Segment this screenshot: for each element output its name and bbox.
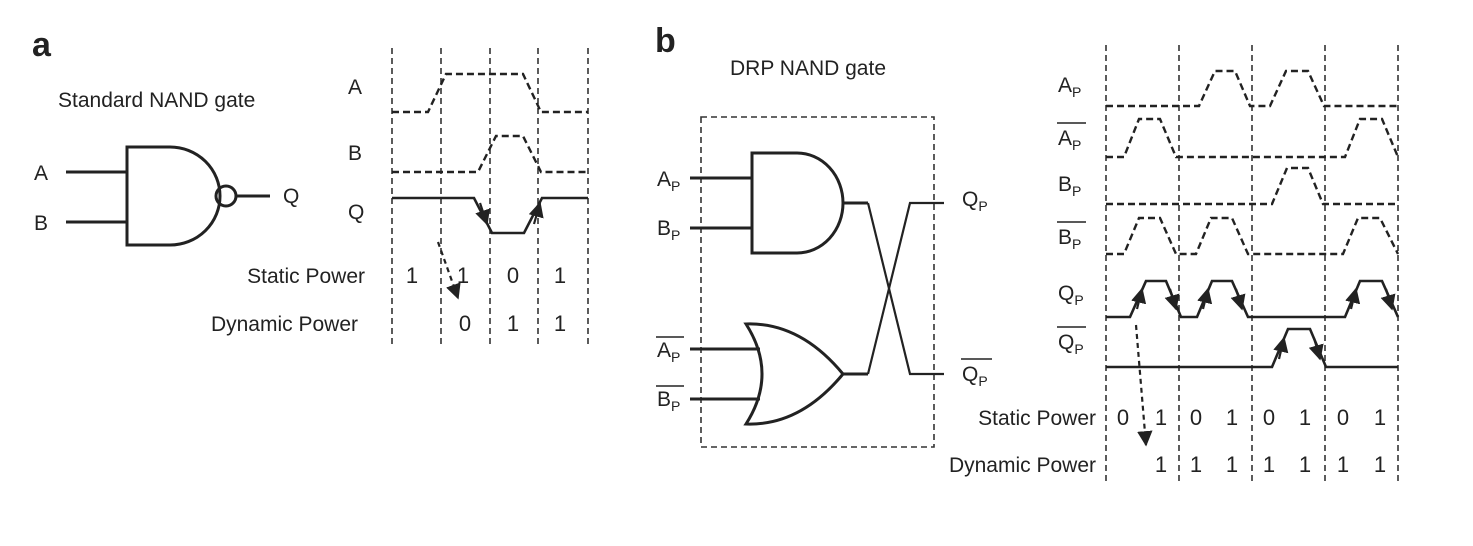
wave-ap bbox=[1106, 69, 1398, 108]
input-bp-label: BP bbox=[657, 217, 680, 243]
input-apbar-label: AP bbox=[657, 339, 680, 365]
output-qpbar-label: QP bbox=[962, 363, 988, 389]
transition-arrow-b bbox=[1134, 324, 1153, 447]
panel-a: a Standard NAND gate A B Q A B Q bbox=[32, 26, 589, 346]
static-power-value-b-3: 1 bbox=[1226, 405, 1238, 430]
wave-bp bbox=[1106, 166, 1398, 206]
q-rise-arrow bbox=[528, 201, 544, 225]
wave-bp-label: BP bbox=[1058, 173, 1081, 199]
dynamic-power-value-b-6: 1 bbox=[1374, 452, 1386, 477]
wave-qp-label: QP bbox=[1058, 282, 1084, 308]
wave-qpbar-label: QP bbox=[1058, 331, 1084, 357]
wave-apbar bbox=[1106, 117, 1400, 159]
panel-a-title: Standard NAND gate bbox=[58, 89, 255, 112]
dynamic-power-value-b-3: 1 bbox=[1263, 452, 1275, 477]
panel-b-title: DRP NAND gate bbox=[730, 57, 886, 80]
static-power-value-b-6: 0 bbox=[1337, 405, 1349, 430]
static-power-value-b-2: 0 bbox=[1190, 405, 1202, 430]
static-power-value-b-7: 1 bbox=[1374, 405, 1386, 430]
dynamic-power-value-b-4: 1 bbox=[1299, 452, 1311, 477]
panel-b: b DRP NAND gate AP BP AP BP QP QP bbox=[655, 22, 1400, 485]
nand-input-a-label: A bbox=[34, 162, 48, 185]
dynamic-power-value-b-0: 1 bbox=[1155, 452, 1167, 477]
nand-input-b-label: B bbox=[34, 212, 48, 235]
dynamic-power-values: 0 1 1 bbox=[459, 311, 566, 336]
nand-output-label: Q bbox=[283, 185, 299, 208]
wave-qp bbox=[1106, 279, 1400, 319]
wave-b-label: B bbox=[348, 142, 362, 165]
wave-qpbar bbox=[1106, 327, 1398, 369]
static-power-value-3: 1 bbox=[554, 263, 566, 288]
dynamic-power-value-0: 0 bbox=[459, 311, 471, 336]
static-power-values: 1 1 0 1 bbox=[406, 263, 566, 288]
wave-a bbox=[392, 72, 588, 114]
output-qp-label: QP bbox=[962, 188, 988, 214]
static-power-value-b-1: 1 bbox=[1155, 405, 1167, 430]
static-power-value-b-5: 1 bbox=[1299, 405, 1311, 430]
wave-bpbar-label: BP bbox=[1058, 226, 1081, 252]
dynamic-power-label: Dynamic Power bbox=[211, 313, 358, 336]
static-power-value-0: 1 bbox=[406, 263, 418, 288]
wave-ap-label: AP bbox=[1058, 74, 1081, 100]
wave-bpbar bbox=[1106, 216, 1400, 256]
dynamic-power-label-b: Dynamic Power bbox=[949, 454, 1096, 477]
static-power-value-b-0: 0 bbox=[1117, 405, 1129, 430]
static-power-value-b-4: 0 bbox=[1263, 405, 1275, 430]
or-gate bbox=[690, 322, 868, 426]
static-power-value-2: 0 bbox=[507, 263, 519, 288]
input-bpbar-label: BP bbox=[657, 388, 680, 414]
nand-gate bbox=[66, 145, 270, 247]
wave-apbar-label: AP bbox=[1058, 127, 1081, 153]
input-ap-label: AP bbox=[657, 168, 680, 194]
wave-q-label: Q bbox=[348, 201, 364, 224]
static-power-label-b: Static Power bbox=[978, 407, 1096, 430]
panel-a-letter: a bbox=[32, 26, 52, 64]
drp-gate-boundary bbox=[700, 116, 935, 448]
transition-arrow bbox=[436, 241, 461, 300]
dynamic-power-value-b-5: 1 bbox=[1337, 452, 1349, 477]
and-gate bbox=[690, 151, 868, 255]
dynamic-power-value-b-1: 1 bbox=[1190, 452, 1202, 477]
static-power-value-1: 1 bbox=[457, 263, 469, 288]
q-fall-arrow bbox=[475, 202, 490, 226]
panel-b-timing-grid bbox=[1105, 45, 1399, 485]
dynamic-power-value-1: 1 bbox=[507, 311, 519, 336]
wave-a-label: A bbox=[348, 76, 362, 99]
crossover-wires bbox=[866, 201, 944, 376]
panel-b-letter: b bbox=[655, 22, 676, 60]
wave-b bbox=[392, 134, 588, 174]
wave-q bbox=[392, 196, 588, 235]
static-power-label: Static Power bbox=[247, 265, 365, 288]
qp-transition-arrows bbox=[1131, 287, 1396, 361]
dynamic-power-value-2: 1 bbox=[554, 311, 566, 336]
dynamic-power-value-b-2: 1 bbox=[1226, 452, 1238, 477]
